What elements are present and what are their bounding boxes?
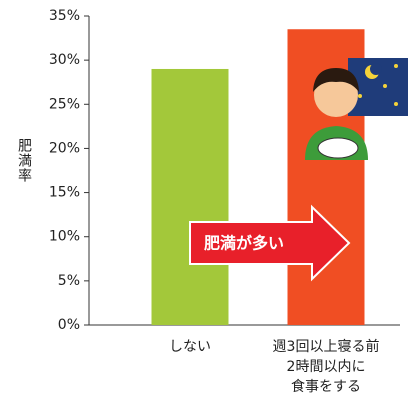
y-tick-label: 15% (49, 185, 80, 201)
y-tick-label: 10% (49, 229, 80, 245)
y-tick-label: 25% (49, 96, 80, 112)
y-axis-label: 肥満率 (16, 138, 32, 183)
y-tick-label: 5% (58, 273, 80, 289)
x-tick-label: 週3回以上寝る前 2時間以内に 食事をする (272, 339, 380, 395)
annotation: 肥満が多い (204, 234, 284, 253)
arrow (189, 204, 351, 282)
person-hair (313, 68, 359, 92)
star (383, 84, 387, 88)
moon-cut (370, 63, 382, 75)
illustration (189, 58, 408, 282)
star (394, 64, 398, 68)
y-tick-label: 30% (49, 52, 80, 68)
x-tick-label: しない (169, 339, 211, 355)
star (394, 102, 398, 106)
y-tick-label: 35% (49, 8, 80, 24)
bowl (317, 137, 359, 159)
bar (151, 68, 229, 325)
y-tick-label: 20% (49, 140, 80, 156)
y-tick-label: 0% (58, 317, 80, 333)
person-face (314, 73, 358, 117)
star (358, 94, 362, 98)
